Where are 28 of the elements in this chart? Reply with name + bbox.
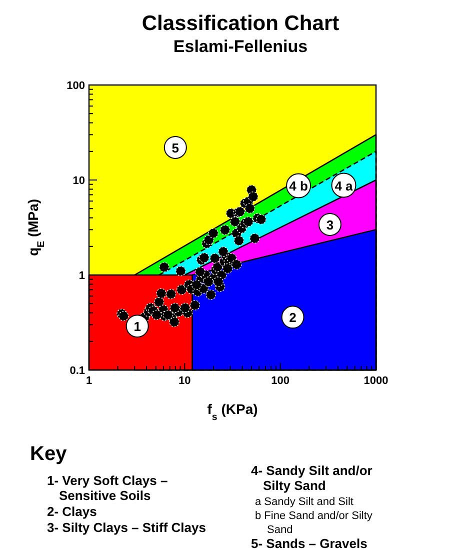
text: 3- Silty Clays – Stiff Clays: [47, 520, 206, 535]
x-tick-label: 1: [86, 375, 92, 387]
annotation: 1: [134, 319, 141, 334]
x-tick-label: 10: [178, 375, 191, 387]
annotation: 4 b: [289, 178, 308, 194]
text: Silty Sand: [263, 478, 326, 493]
text: 1- Very Soft Clays –: [47, 473, 168, 488]
annotation: 4 a: [334, 178, 354, 194]
text: 4- Sandy Silt and/or: [251, 463, 372, 478]
x-tick-label: 1000: [364, 375, 388, 387]
y-tick-label: 1: [78, 270, 85, 282]
text: a Sandy Silt and Silt: [255, 496, 354, 508]
text: Sand: [267, 524, 293, 536]
y-tick-label: 0.1: [70, 365, 85, 377]
text: 5- Sands – Gravels: [251, 536, 368, 550]
annotation: 2: [289, 310, 296, 326]
chart-subtitle: Eslami-Fellenius: [173, 37, 308, 56]
text: 2- Clays: [47, 504, 97, 519]
text: b Fine Sand and/or Silty: [255, 510, 373, 522]
x-axis-title: f$_{s}$ (KPa): [207, 401, 258, 422]
annotation: 3: [326, 218, 334, 233]
y-tick-label: 100: [66, 80, 85, 92]
chart-title: Classification Chart: [142, 12, 340, 35]
text: Sensitive Soils: [59, 488, 151, 503]
x-tick-label: 100: [271, 375, 290, 387]
text: Key: [30, 443, 68, 465]
y-tick-label: 10: [72, 175, 85, 187]
annotation: 5: [172, 140, 180, 156]
